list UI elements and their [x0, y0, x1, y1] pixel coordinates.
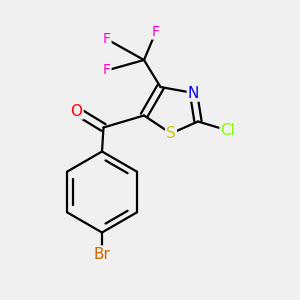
Text: O: O: [70, 103, 83, 118]
Text: F: F: [103, 64, 110, 77]
Text: F: F: [103, 32, 110, 46]
Text: N: N: [188, 85, 199, 100]
Text: Br: Br: [94, 247, 110, 262]
Text: S: S: [166, 126, 176, 141]
Text: Cl: Cl: [220, 123, 236, 138]
Text: F: F: [152, 25, 160, 38]
